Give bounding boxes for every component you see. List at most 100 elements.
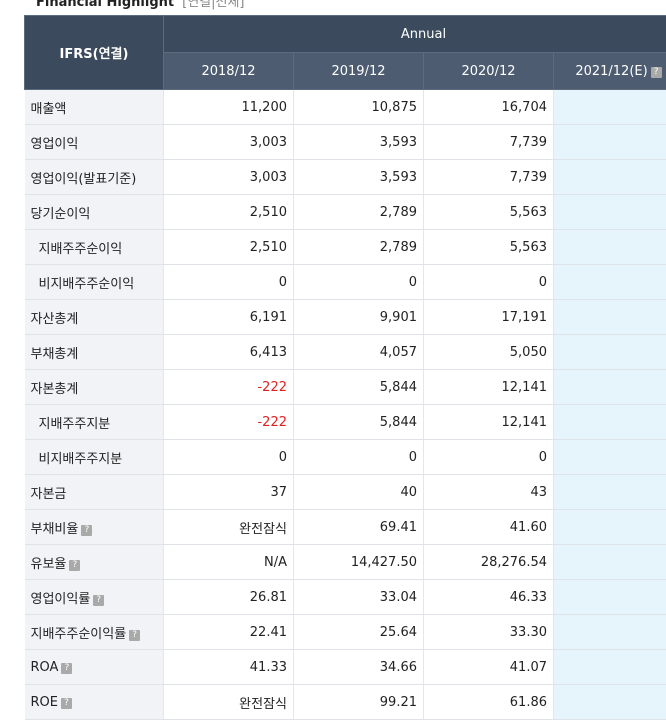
- row-label: 유보율?: [24, 544, 164, 580]
- help-icon[interactable]: ?: [93, 594, 105, 606]
- row: 영업이익 3,003 3,593 7,739: [24, 124, 666, 160]
- value-cell: 26.81: [163, 579, 294, 615]
- row: 당기순이익 2,510 2,789 5,563: [24, 194, 666, 230]
- row-label: 매출액: [24, 89, 164, 125]
- row: 영업이익률? 26.81 33.04 46.33: [24, 579, 666, 615]
- help-icon[interactable]: ?: [650, 66, 662, 78]
- label-text: 지배주주순이익: [38, 241, 123, 257]
- help-icon[interactable]: ?: [81, 524, 93, 536]
- value-cell: 17,191: [423, 299, 554, 335]
- value-cell: 12,141: [423, 404, 554, 440]
- row-label: 부채총계: [24, 334, 164, 370]
- value-cell: 5,844: [293, 369, 424, 405]
- row-label: ROE?: [24, 684, 164, 720]
- value-cell: 6,413: [163, 334, 294, 370]
- estimate-cell: [553, 264, 666, 300]
- row-label: 부채비율?: [24, 509, 164, 545]
- row-label: 비지배주주순이익: [24, 264, 164, 300]
- row-label: 영업이익: [24, 124, 164, 160]
- value-cell: 0: [163, 439, 294, 475]
- row-label: ROA?: [24, 649, 164, 685]
- value-cell: -222: [163, 369, 294, 405]
- value-cell: 41.07: [423, 649, 554, 685]
- value-cell: 69.41: [293, 509, 424, 545]
- tabs[interactable]: [연결|전체]: [182, 0, 245, 10]
- value-cell: 46.33: [423, 579, 554, 615]
- value-cell: 2,789: [293, 229, 424, 265]
- value-cell: 14,427.50: [293, 544, 424, 580]
- year-header: 2020/12: [423, 52, 554, 90]
- estimate-cell: [553, 194, 666, 230]
- value-cell: -222: [163, 404, 294, 440]
- label-text: 당기순이익: [30, 206, 91, 222]
- value-cell: 3,593: [293, 159, 424, 195]
- year-header: 2019/12: [293, 52, 424, 90]
- label-text: 매출액: [30, 101, 67, 117]
- value-cell: 4,057: [293, 334, 424, 370]
- help-icon[interactable]: ?: [129, 629, 141, 641]
- label-text: 유보율: [30, 556, 67, 572]
- value-cell: 99.21: [293, 684, 424, 720]
- value-cell: 11,200: [163, 89, 294, 125]
- value-cell: 7,739: [423, 159, 554, 195]
- help-icon[interactable]: ?: [61, 662, 73, 674]
- value-cell: 41.33: [163, 649, 294, 685]
- value-cell: 0: [423, 264, 554, 300]
- year-header: 2021/12(E)?: [553, 52, 666, 90]
- value-cell: 완전잠식: [163, 684, 294, 720]
- row: 부채총계 6,413 4,057 5,050: [24, 334, 666, 370]
- row: 유보율? N/A 14,427.50 28,276.54: [24, 544, 666, 580]
- title: Financial Highlight: [36, 0, 175, 10]
- value-cell: 25.64: [293, 614, 424, 650]
- year-header: 2018/12: [163, 52, 294, 90]
- row: 비지배주주지분 0 0 0: [24, 439, 666, 475]
- help-icon[interactable]: ?: [60, 697, 72, 709]
- value-cell: 5,844: [293, 404, 424, 440]
- value-cell: 0: [163, 264, 294, 300]
- value-cell: 33.04: [293, 579, 424, 615]
- row-label: 자본총계: [24, 369, 164, 405]
- value-cell: 0: [423, 439, 554, 475]
- value-cell: 22.41: [163, 614, 294, 650]
- year-label: 2020/12: [461, 63, 516, 79]
- value-cell: 3,593: [293, 124, 424, 160]
- value-cell: 41.60: [423, 509, 554, 545]
- row-label: 영업이익(발표기준): [24, 159, 164, 195]
- row: ROE? 완전잠식 99.21 61.86: [24, 684, 666, 720]
- label-text: 자산총계: [30, 311, 79, 327]
- estimate-cell: [553, 509, 666, 545]
- value-cell: 9,901: [293, 299, 424, 335]
- value-cell: 2,789: [293, 194, 424, 230]
- value-cell: 2,510: [163, 194, 294, 230]
- estimate-cell: [553, 474, 666, 510]
- value-cell: 6,191: [163, 299, 294, 335]
- estimate-cell: [553, 649, 666, 685]
- row: 자본총계 -222 5,844 12,141: [24, 369, 666, 405]
- row: 지배주주순이익 2,510 2,789 5,563: [24, 229, 666, 265]
- row-label: 당기순이익: [24, 194, 164, 230]
- value-cell: 0: [293, 439, 424, 475]
- label-text: 부채비율: [30, 521, 79, 537]
- estimate-cell: [553, 229, 666, 265]
- row-label: 지배주주지분: [24, 404, 164, 440]
- row-label: 지배주주순이익률?: [24, 614, 164, 650]
- corner-header: IFRS(연결): [24, 15, 164, 90]
- estimate-cell: [553, 544, 666, 580]
- row-label: 자산총계: [24, 299, 164, 335]
- value-cell: 10,875: [293, 89, 424, 125]
- estimate-cell: [553, 614, 666, 650]
- value-cell: 34.66: [293, 649, 424, 685]
- row-label: 영업이익률?: [24, 579, 164, 615]
- label-text: 영업이익(발표기준): [30, 171, 137, 187]
- value-cell: 5,563: [423, 229, 554, 265]
- label-text: 부채총계: [30, 346, 79, 362]
- financial-table: IFRS(연결) Annual 2018/12 2019/12 2020/12 2021…: [24, 15, 666, 720]
- help-icon[interactable]: ?: [69, 559, 81, 571]
- label-text: 자본총계: [30, 381, 79, 397]
- value-cell: 0: [293, 264, 424, 300]
- row: 비지배주주순이익 0 0 0: [24, 264, 666, 300]
- label-text: 자본금: [30, 486, 67, 502]
- row: 영업이익(발표기준) 3,003 3,593 7,739: [24, 159, 666, 195]
- estimate-cell: [553, 684, 666, 720]
- value-cell: 5,050: [423, 334, 554, 370]
